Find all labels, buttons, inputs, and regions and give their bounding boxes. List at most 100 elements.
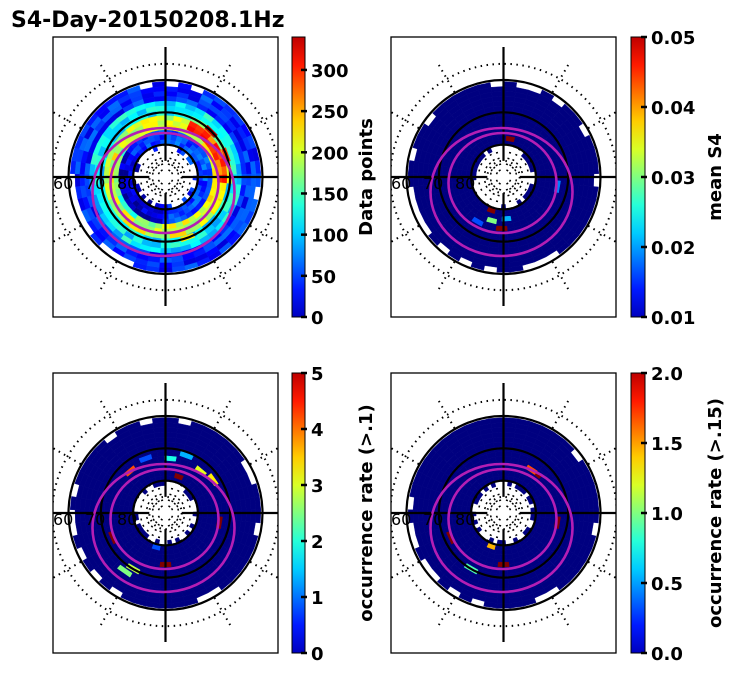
grid-spoke-inner	[136, 159, 161, 175]
grid-spoke-outer	[249, 111, 278, 130]
grid-spoke-inner	[146, 494, 160, 507]
grid-spoke-outer	[99, 260, 118, 290]
hotspot-bin	[486, 216, 498, 225]
grid-spoke-outer	[99, 596, 118, 626]
grid-spoke-outer	[249, 224, 278, 243]
grid-spoke-inner	[505, 522, 512, 539]
heatmap-bin	[503, 436, 515, 443]
heatmap-bin	[503, 431, 515, 438]
panel-bottom-right: 60 70 80 0.0 0.5 1.0 1.5 2.0 occurrence rate (>.…	[390, 364, 726, 665]
grid-spoke-inner	[512, 178, 529, 185]
colorbar-label: occurrence rate (>.15)	[705, 398, 726, 628]
colorbar-gradient	[291, 372, 306, 654]
grid-spoke-inner	[146, 519, 160, 532]
grid-spoke-inner	[478, 178, 495, 185]
grid-spoke-inner	[146, 183, 160, 196]
heatmap-bin	[240, 173, 247, 186]
heatmap-bin	[155, 441, 166, 448]
colorbar-tick-label: 100	[311, 226, 349, 247]
heatmap-bin	[157, 120, 166, 126]
grid-spoke-outer	[437, 596, 456, 626]
colorbar-tick-label: 200	[311, 143, 349, 164]
grid-spoke-inner	[505, 182, 521, 206]
grid-spoke-inner	[171, 519, 185, 532]
heatmap-bin	[154, 95, 166, 102]
heatmap-bin	[154, 431, 166, 438]
heatmap-bin	[494, 451, 504, 458]
grid-spoke-inner	[495, 487, 502, 504]
grid-spoke-inner	[505, 487, 512, 504]
oval-contour-inner	[109, 131, 220, 235]
colorbar-tick-label: 50	[311, 267, 336, 288]
grid-spoke-inner	[148, 484, 164, 508]
grid-spoke-inner	[505, 148, 521, 172]
heatmap-bin	[503, 120, 512, 126]
grid-spoke-outer	[551, 260, 570, 290]
heatmap-bin	[245, 509, 252, 523]
latitude-label: 60	[391, 510, 411, 529]
axes-frame	[52, 36, 279, 318]
colorbar-label: Data points	[356, 118, 377, 236]
grid-spoke-inner	[478, 514, 495, 521]
grid-spoke-inner	[474, 495, 499, 511]
heatmap-bin	[165, 436, 177, 443]
latitude-label: 80	[455, 174, 475, 193]
grid-spoke-inner	[148, 182, 164, 206]
grid-spoke-inner	[478, 505, 495, 512]
latitude-label: 80	[117, 510, 137, 529]
heatmap-bin	[255, 509, 262, 524]
heatmap-bin	[503, 115, 513, 122]
heatmap-bin	[539, 169, 546, 176]
panel-top-right: 60 70 80 0.01 0.02 0.03 0.04 0.05 mean S4	[390, 28, 726, 329]
grid-spoke-inner	[171, 158, 185, 171]
grid-spoke-inner	[170, 159, 195, 175]
heatmap-bin	[503, 100, 515, 107]
heatmap-bin	[493, 105, 504, 112]
grid-spoke-inner	[509, 158, 523, 171]
oval-contour-outer	[91, 462, 236, 594]
hotspot-bin	[179, 450, 194, 461]
heatmap-bin	[492, 431, 504, 438]
grid-spoke-inner	[136, 495, 161, 511]
grid-spoke-outer	[437, 400, 456, 430]
grid-spoke-outer	[437, 260, 456, 290]
grid-spoke-inner	[174, 505, 191, 512]
grid-spoke-inner	[174, 178, 191, 185]
heatmap-bin	[503, 95, 515, 102]
grid-spoke-inner	[478, 169, 495, 176]
plot-area	[391, 47, 616, 306]
heatmap-bin	[578, 509, 585, 522]
colorbar-tick-label: 0.03	[651, 168, 695, 189]
colorbar-tick-label: 3	[311, 476, 324, 497]
grid-spoke-inner	[167, 487, 174, 504]
grid-spoke-outer	[587, 447, 616, 466]
oval-contour-inner	[447, 467, 558, 571]
hotspot-bin	[174, 472, 184, 481]
heatmap-bin	[154, 436, 166, 443]
grid-spoke-inner	[148, 518, 164, 542]
grid-circle-dotted	[148, 159, 183, 195]
grid-spoke-inner	[495, 522, 502, 539]
heatmap-bin	[544, 504, 551, 512]
colorbar-tick-label: 2.0	[651, 364, 683, 385]
latitude-label: 60	[53, 174, 73, 193]
heatmap-bin	[240, 509, 247, 522]
hotspot-bin	[471, 216, 484, 227]
grid-spoke-outer	[249, 560, 278, 579]
heatmap-bin	[250, 509, 257, 523]
grid-spoke-inner	[171, 183, 185, 196]
heatmap-bin	[505, 549, 513, 556]
grid-spoke-inner	[484, 494, 498, 507]
colorbar-tick-label: 4	[311, 420, 324, 441]
heatmap-bin	[201, 505, 208, 512]
grid-spoke-inner	[167, 182, 183, 206]
heatmap-bin	[492, 100, 504, 107]
colorbar-tick-label: 0.04	[651, 98, 695, 119]
axes-frame	[52, 372, 279, 654]
grid-spoke-inner	[509, 183, 523, 196]
heatmap-bin	[593, 509, 600, 524]
plot-area	[391, 383, 616, 642]
axes-frame	[390, 36, 617, 318]
grid-circle-dotted	[486, 495, 521, 531]
grid-spoke-inner	[174, 169, 191, 176]
